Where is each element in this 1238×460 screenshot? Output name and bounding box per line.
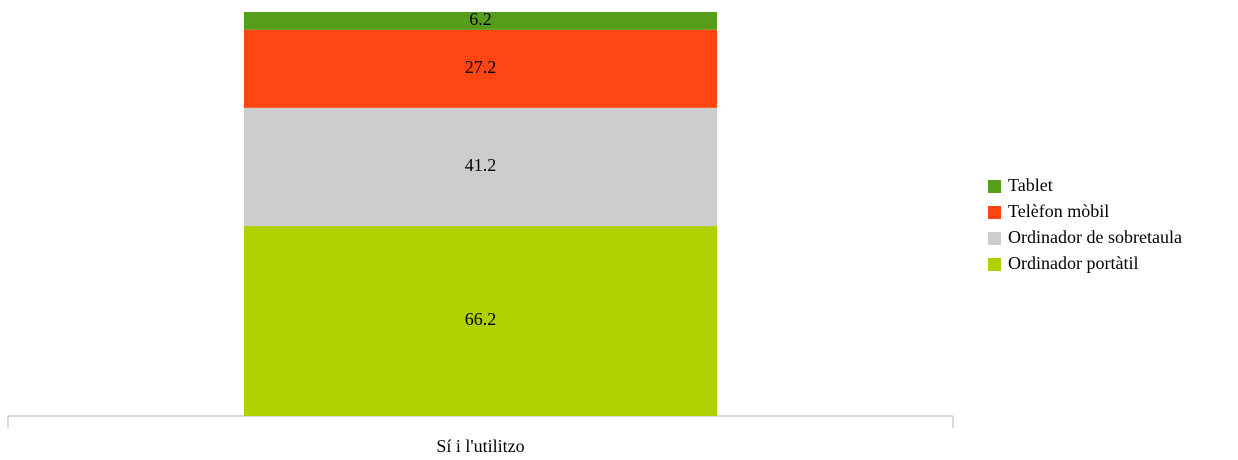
data-label: 66.2 — [465, 309, 497, 329]
legend-swatch — [988, 232, 1001, 245]
legend-label: Ordinador portàtil — [1008, 253, 1138, 273]
bar-segment — [244, 226, 717, 416]
bar-segment — [244, 12, 717, 30]
data-label: 41.2 — [465, 155, 497, 175]
x-tick-label: Sí i l'utilitzo — [436, 436, 524, 456]
bar-segment — [244, 107, 717, 227]
bar-segment — [244, 29, 717, 108]
legend-label: Ordinador de sobretaula — [1008, 227, 1182, 247]
legend-label: Tablet — [1008, 175, 1053, 195]
data-label: 27.2 — [465, 57, 497, 77]
data-label: 6.2 — [469, 9, 492, 29]
legend-swatch — [988, 180, 1001, 193]
legend-swatch — [988, 258, 1001, 271]
legend-swatch — [988, 206, 1001, 219]
legend-label: Telèfon mòbil — [1008, 201, 1109, 221]
